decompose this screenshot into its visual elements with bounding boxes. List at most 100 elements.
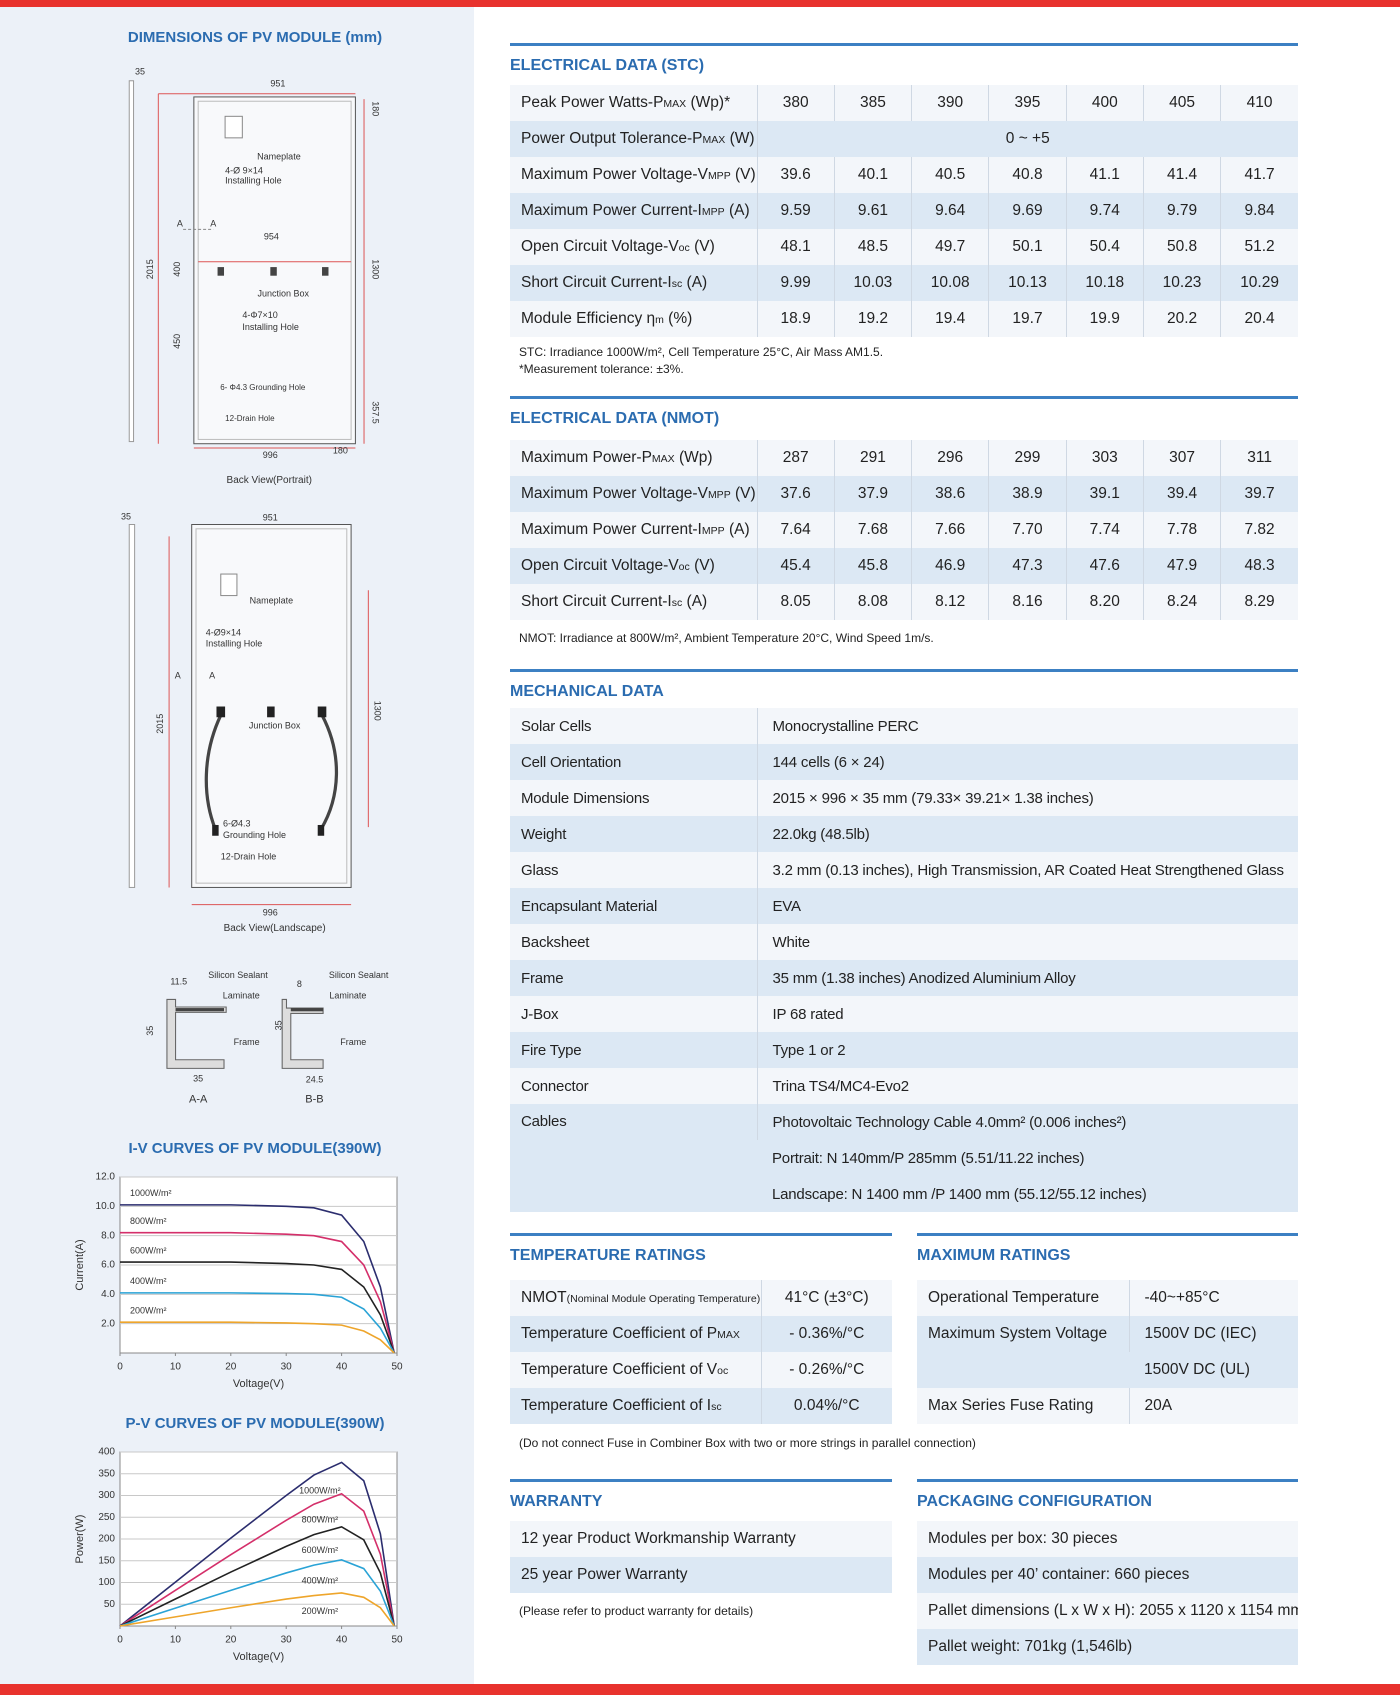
x-tick-label: 30 — [281, 1635, 293, 1646]
curve — [119, 1559, 395, 1627]
drawing-line — [290, 1008, 324, 1012]
drawing-line — [317, 824, 325, 836]
drawing-label: 2015 — [155, 714, 165, 734]
note: (Do not connect Fuse in Combiner Box wit… — [519, 1436, 976, 1450]
label-part: Maximum Power Current-I — [521, 521, 702, 538]
data-table: Maximum Power-PMAX (Wp) 287 291 296 299 303 30… — [510, 440, 1298, 620]
curve — [120, 1292, 395, 1354]
drawing-label: 8 — [297, 979, 302, 989]
cell-value: 395 — [988, 85, 1067, 121]
list-item: Pallet weight: 701kg (1,546lb) — [917, 1629, 1298, 1665]
y-tick-label: 350 — [98, 1468, 115, 1479]
label-part: (Wp) — [674, 449, 713, 466]
label-part: Power Output Tolerance-P — [521, 130, 703, 147]
list-table: Modules per box: 30 pieces Modules per 40… — [917, 1521, 1298, 1665]
curve — [119, 1592, 395, 1627]
cell-value: 8.20 — [1065, 584, 1144, 620]
x-tick-label: 40 — [336, 1362, 348, 1373]
row-label: Temperature Coefficient of Voc — [510, 1352, 761, 1388]
table-row: Portrait: N 140mm/P 285mm (5.51/11.22 in… — [510, 1140, 1298, 1176]
label-part: m — [655, 314, 664, 326]
curve-label: 400W/m² — [130, 1276, 167, 1286]
cell-value: 0 ~ +5 — [756, 121, 1298, 157]
cell-value: 38.9 — [988, 476, 1067, 512]
row-label: Operational Temperature — [917, 1280, 1129, 1316]
x-tick-label: 50 — [391, 1362, 403, 1373]
row-label: Temperature Coefficient of Isc — [510, 1388, 761, 1424]
drawing-label: Silicon Sealant — [208, 970, 268, 980]
cell-value: -40~+85°C — [1128, 1280, 1298, 1316]
cell-value: 9.61 — [833, 193, 912, 229]
label-part: (V) — [730, 485, 756, 502]
drawing-label: Installing Hole — [225, 175, 282, 185]
table-row: Glass 3.2 mm (0.13 inches), High Transmis… — [510, 852, 1298, 888]
cell-value: 8.05 — [756, 584, 835, 620]
drawing-label: A-A — [189, 1094, 208, 1106]
drawing-label: 35 — [273, 1020, 283, 1030]
drawing-label: A — [177, 218, 183, 228]
drawing-line — [217, 267, 225, 276]
table-row: Modules per 40’ container: 660 pieces — [917, 1557, 1298, 1593]
table-row: Open Circuit Voltage-Voc (V) 45.4 45.8 46.9… — [510, 548, 1298, 584]
cell-value: 291 — [833, 440, 912, 476]
chart-title: P-V CURVES OF PV MODULE(390W) — [126, 1415, 385, 1432]
table-row: Module Dimensions 2015 × 996 × 35 mm (79.… — [510, 780, 1298, 816]
table-row: Maximum Power-PMAX (Wp) 287 291 296 299 303 30… — [510, 440, 1298, 476]
cell-value: 8.08 — [833, 584, 912, 620]
cell-value: 20A — [1128, 1388, 1298, 1424]
table-row: Maximum Power Current-IMPP (A) 9.59 9.61 9.… — [510, 193, 1298, 229]
table-row: Encapsulant Material EVA — [510, 888, 1298, 924]
row-label: Open Circuit Voltage-Voc (V) — [510, 229, 757, 265]
drawing-label: 180 — [370, 101, 380, 116]
cell-value: 8.16 — [988, 584, 1067, 620]
cell-value: 20.2 — [1142, 301, 1221, 337]
drawing-label: 35 — [121, 511, 131, 521]
cell-value: 9.64 — [911, 193, 989, 229]
table-row: 25 year Power Warranty — [510, 1557, 892, 1593]
data-table: Operational Temperature -40~+85°C Maximum … — [917, 1280, 1298, 1424]
label-part: (A) — [682, 274, 708, 291]
curve — [119, 1492, 396, 1627]
x-tick-label: 10 — [170, 1362, 182, 1373]
label-part: Temperature Coefficient of P — [521, 1325, 718, 1342]
curve-label: 800W/m² — [302, 1515, 339, 1525]
y-axis-label: Current(A) — [74, 1239, 86, 1290]
cell-value: 41°C (±3°C) — [760, 1280, 892, 1316]
label-part: (V) — [689, 557, 715, 574]
cell-value: 7.64 — [756, 512, 835, 548]
table-row: NMOT(Nominal Module Operating Temperatur… — [510, 1280, 892, 1316]
cell-value: 37.6 — [756, 476, 835, 512]
cell-value: 47.3 — [988, 548, 1067, 584]
row-label: Connector — [510, 1068, 757, 1104]
y-tick-label: 2.0 — [101, 1318, 115, 1329]
table-row: Landscape: N 1400 mm /P 1400 mm (55.12/5… — [510, 1176, 1298, 1212]
y-tick-label: 100 — [98, 1577, 115, 1588]
drawing-line — [216, 706, 226, 718]
drawing-line — [267, 706, 275, 718]
cell-value: 307 — [1142, 440, 1221, 476]
curve-label: 400W/m² — [302, 1575, 339, 1585]
drawing-line — [322, 267, 329, 276]
cell-value: 41.1 — [1065, 157, 1144, 193]
cell-value: 19.9 — [1065, 301, 1144, 337]
x-tick-label: 50 — [391, 1635, 403, 1646]
cell-value: 41.7 — [1220, 157, 1298, 193]
table-row: Short Circuit Current-Isc (A) 9.99 10.03 10… — [510, 265, 1298, 301]
cell-value: 410 — [1220, 85, 1298, 121]
drawing-line — [270, 267, 277, 276]
drawing-line — [319, 714, 339, 831]
list-item: Modules per 40’ container: 660 pieces — [917, 1557, 1298, 1593]
cell-value: 8.29 — [1220, 584, 1298, 620]
cell-value: - 0.26%/°C — [760, 1352, 892, 1388]
cell-value: Monocrystalline PERC — [756, 708, 1298, 744]
y-tick-label: 150 — [98, 1555, 115, 1566]
drawing-line — [195, 528, 348, 884]
cell-value: 7.66 — [911, 512, 989, 548]
label-part: sc — [711, 1401, 722, 1413]
cell-value: 10.23 — [1142, 265, 1221, 301]
row-label: Backsheet — [510, 924, 757, 960]
cell-value: 9.79 — [1142, 193, 1221, 229]
note: *Measurement tolerance: ±3%. — [519, 362, 684, 376]
cell-value: 9.99 — [756, 265, 835, 301]
drawing-label: A — [209, 671, 215, 681]
